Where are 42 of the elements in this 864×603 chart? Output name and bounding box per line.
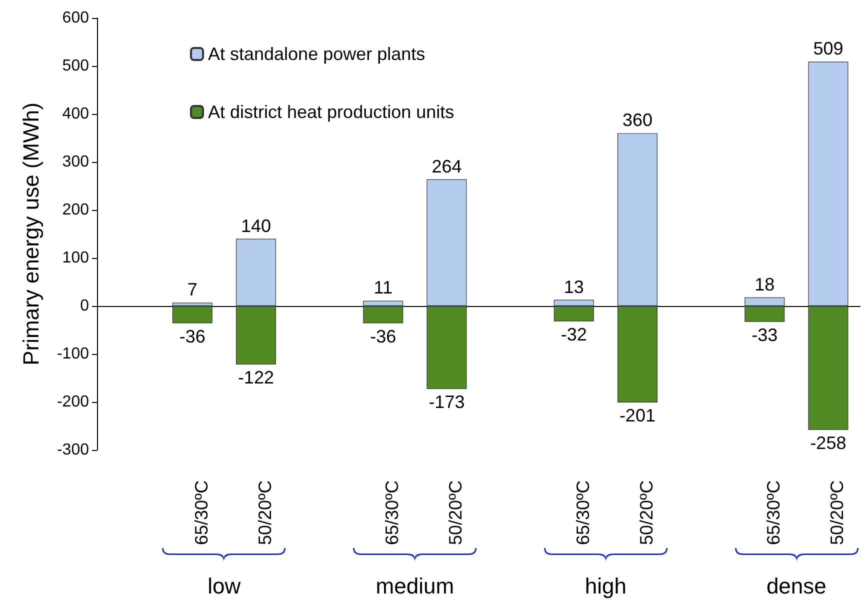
data-label: 7 bbox=[187, 280, 198, 300]
x-tick-label: 65/30ºC bbox=[382, 480, 402, 545]
y-axis-title: Primary energy use (MWh) bbox=[18, 102, 44, 366]
data-label: -32 bbox=[560, 324, 587, 344]
data-label: -36 bbox=[370, 326, 396, 346]
y-tick-label: 300 bbox=[62, 154, 90, 170]
text: low bbox=[208, 574, 241, 598]
y-tick-label: 600 bbox=[62, 10, 90, 26]
text: medium bbox=[376, 574, 454, 598]
y-tick-label: 400 bbox=[62, 106, 90, 122]
x-tick-label: 50/20ºC bbox=[636, 480, 656, 545]
data-label: -258 bbox=[810, 432, 846, 453]
data-label: 18 bbox=[754, 274, 775, 294]
x-tick-label: 65/30ºC bbox=[572, 480, 593, 545]
data-label: 140 bbox=[240, 216, 271, 236]
x-tick-label: 50/20ºC bbox=[446, 480, 466, 545]
x-tick-label: 65/30ºC bbox=[764, 480, 784, 545]
data-label: -33 bbox=[752, 324, 778, 345]
y-tick-label: 500 bbox=[62, 58, 90, 74]
bar bbox=[172, 306, 212, 324]
x-tick-label: 65/30ºC bbox=[191, 480, 212, 545]
legend-label: At district heat production units bbox=[208, 102, 454, 122]
data-label: 13 bbox=[564, 276, 584, 297]
y-tick-label: 0 bbox=[80, 298, 90, 314]
y-tick-label: 200 bbox=[62, 202, 90, 218]
data-label: -122 bbox=[238, 368, 274, 388]
data-label: 264 bbox=[432, 156, 462, 176]
data-label: -201 bbox=[619, 405, 656, 426]
x-tick-label: 50/20ºC bbox=[827, 480, 848, 545]
data-label: -36 bbox=[179, 326, 206, 346]
text: high bbox=[584, 574, 626, 598]
data-label: -173 bbox=[428, 392, 465, 412]
text: dense bbox=[766, 574, 826, 598]
y-tick-label: -300 bbox=[56, 442, 90, 458]
y-tick-label: -100 bbox=[56, 346, 90, 362]
y-tick-label: 100 bbox=[62, 250, 90, 266]
data-label: 509 bbox=[813, 38, 844, 59]
legend-label: At standalone power plants bbox=[208, 44, 426, 64]
x-tick-label: 50/20ºC bbox=[254, 480, 275, 545]
data-label: 360 bbox=[622, 110, 652, 130]
y-tick-label: -200 bbox=[56, 394, 90, 410]
data-label: 11 bbox=[374, 278, 392, 298]
